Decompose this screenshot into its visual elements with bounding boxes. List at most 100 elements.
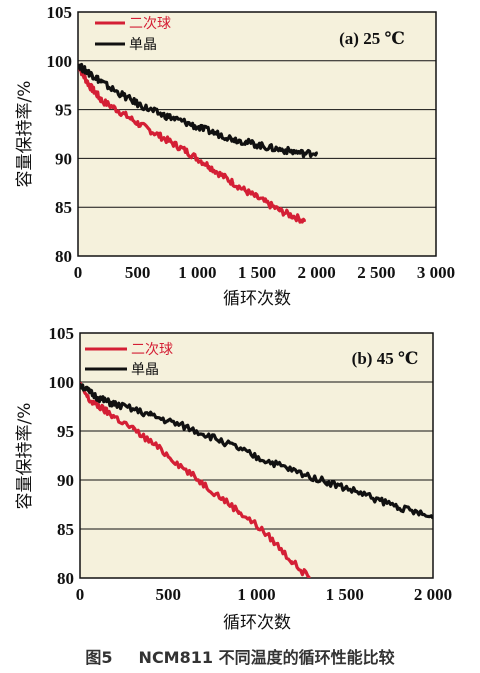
data-point-a-0-7 [136,122,139,125]
data-point-b-0-1 [87,398,91,401]
data-point-b-0-3 [105,410,108,413]
data-point-b-1-10 [220,439,223,442]
data-point-a-1-3 [94,76,98,79]
data-point-a-1-10 [172,117,175,120]
legend-label-b-1: 单晶 [131,362,159,378]
x-tick-label-a-3: 1 500 [238,263,276,282]
data-point-b-1-20 [396,505,399,508]
data-point-b-1-21 [414,511,417,514]
tick-labels-a: 80 85 90 95 100 105 0 500 1 000 1 500 2 000 2 500 3 … [47,3,456,282]
data-point-b-0-10 [220,496,223,499]
legend-label-a-0: 二次球 [129,16,171,32]
x-tick-label-a-2: 1 000 [178,263,216,282]
data-point-a-1-0 [78,63,80,66]
data-point-b-1-22 [431,517,433,520]
y-tick-label-b-5: 105 [49,324,75,343]
x-tick-label-a-0: 0 [74,263,83,282]
panel-label-b: (b) 45 ℃ [352,349,419,368]
y-tick-label-b-1: 85 [57,520,74,539]
data-point-a-0-18 [267,203,271,206]
panel-b: 80 85 90 95 100 105 0 500 1 000 1 500 2 000 循环次数 容… [15,324,452,633]
data-point-a-1-18 [267,146,271,149]
data-point-b-1-16 [325,480,329,484]
data-point-b-1-8 [184,425,188,429]
data-point-b-0-2 [96,404,99,407]
data-point-a-1-1 [82,68,86,71]
series-group-b [80,381,433,578]
y-tick-label-a-5: 105 [47,3,73,22]
data-point-b-0-5 [131,427,135,431]
data-point-b-1-5 [131,408,135,411]
gridlines-a [78,60,436,208]
data-point-b-0-4 [114,416,117,419]
data-point-a-1-2 [88,72,92,75]
figure-canvas: 80 85 90 95 100 105 0 500 1 000 1 500 2 000 2 500 3 … [15,3,456,633]
data-point-a-1-13 [208,129,211,133]
data-point-a-1-6 [124,95,127,99]
data-point-a-0-21 [303,219,306,223]
y-tick-label-b-3: 95 [57,422,74,441]
y-tick-label-a-0: 80 [55,247,72,266]
data-point-b-0-14 [290,560,293,563]
y-tick-label-a-1: 85 [55,198,72,217]
data-point-a-1-19 [279,148,283,151]
figure-caption: 图5 NCM811 不同温度的循环性能比较 [0,644,480,668]
data-point-b-1-6 [149,414,152,417]
data-point-b-1-11 [237,447,241,450]
data-point-a-1-20 [291,150,294,153]
data-point-b-1-17 [343,486,346,490]
legend-label-a-1: 单晶 [129,37,157,53]
x-tick-label-a-1: 500 [125,263,151,282]
data-point-a-0-1 [82,75,86,78]
data-point-b-0-9 [202,482,205,486]
data-point-b-1-7 [167,420,170,423]
data-point-a-1-17 [255,143,259,146]
data-point-a-1-11 [184,121,187,124]
series-line-b-0 [80,381,311,578]
x-tick-label-b-2: 1 000 [237,585,275,604]
x-tick-label-b-0: 0 [76,585,85,604]
data-point-b-1-4 [114,403,117,406]
data-point-b-1-1 [87,390,91,393]
data-point-a-1-16 [243,140,247,144]
series-group-a [78,62,319,224]
data-point-b-1-13 [272,462,276,465]
data-point-a-0-10 [172,142,175,145]
data-point-b-1-0 [80,382,82,386]
y-tick-label-a-3: 95 [55,101,72,120]
data-point-a-0-19 [279,209,283,213]
y-tick-label-a-2: 90 [55,149,72,168]
data-point-a-1-5 [112,88,116,92]
figure-caption-text: NCM811 不同温度的循环性能比较 [138,648,395,667]
data-point-b-1-19 [378,499,382,502]
data-point-a-1-4 [100,81,104,84]
data-point-a-1-7 [136,102,139,105]
plot-area-a [77,11,437,257]
data-point-b-0-7 [167,454,170,457]
y-tick-label-b-4: 100 [49,373,75,392]
y-axis-label-b: 容量保持率/% [15,403,35,510]
data-point-a-1-12 [196,125,199,129]
x-tick-label-b-4: 2 000 [414,585,452,604]
data-point-b-1-2 [96,396,99,399]
y-axis-label-a: 容量保持率/% [15,81,35,188]
data-point-a-1-9 [160,113,163,116]
y-tick-label-b-0: 80 [57,569,74,588]
data-point-b-1-12 [255,456,258,459]
data-point-a-0-17 [255,196,259,199]
x-tick-label-a-5: 2 500 [357,263,395,282]
tick-labels-b: 80 85 90 95 100 105 0 500 1 000 1 500 2 000 [49,324,453,604]
x-tick-label-a-6: 3 000 [417,263,455,282]
data-point-a-0-14 [220,173,223,177]
data-point-a-0-12 [196,157,199,160]
x-axis-label-b: 循环次数 [223,613,291,633]
y-tick-label-a-4: 100 [47,52,73,71]
data-point-a-0-11 [184,149,187,152]
data-point-a-0-8 [148,128,151,132]
data-point-b-1-9 [202,432,205,436]
data-point-b-0-13 [272,540,276,543]
data-point-a-0-3 [94,91,98,95]
data-point-a-0-20 [291,214,294,218]
series-line-a-0 [78,63,306,224]
data-point-a-1-21 [303,152,306,155]
